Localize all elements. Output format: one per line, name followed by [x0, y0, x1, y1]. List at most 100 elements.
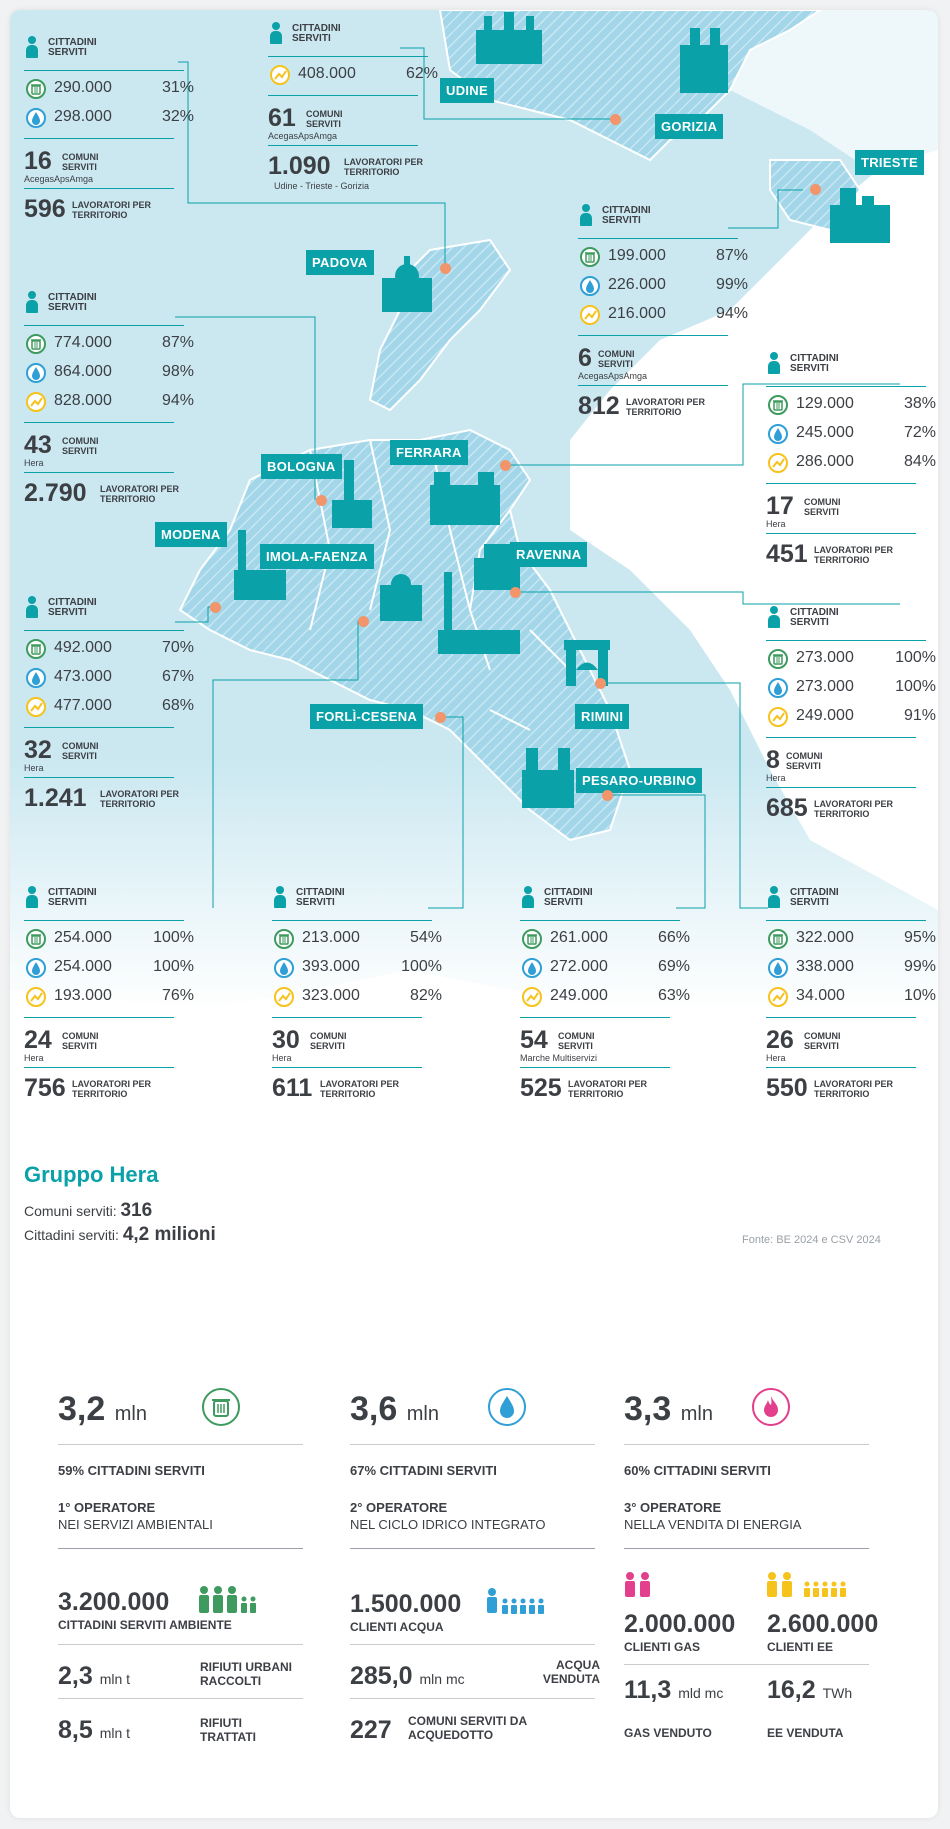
- kpi-acqua-unit: mln: [406, 1403, 439, 1425]
- divider: [766, 920, 926, 921]
- divider: [766, 1017, 916, 1018]
- service-percent: 63%: [657, 987, 690, 1004]
- comuni-label: COMUNI SERVITI: [310, 1031, 347, 1051]
- kpi-energia-rank-desc: NELLA VENDITA DI ENERGIA: [624, 1517, 802, 1532]
- service-value: 322.000: [796, 929, 854, 946]
- water-drop-icon: [522, 958, 542, 978]
- waste-bin-icon: [202, 1388, 240, 1426]
- service-value: 254.000: [54, 929, 112, 946]
- water-drop-icon: [26, 108, 46, 128]
- city-label-ravenna: RAVENNA: [510, 542, 588, 567]
- person-icon: [26, 291, 38, 313]
- source-note: Fonte: BE 2024 e CSV 2024: [742, 1234, 881, 1246]
- map-dot-forli: [435, 712, 446, 723]
- energy-trend-icon: [768, 453, 788, 473]
- city-label-trieste: TRIESTE: [855, 150, 924, 175]
- service-row-water: 272.000 69%: [520, 953, 690, 982]
- cittadini-label: CITTADINI SERVITI: [48, 37, 97, 58]
- service-row-waste: 492.000 70%: [24, 634, 194, 663]
- water-drop-icon: [768, 678, 788, 698]
- energy-trend-icon: [768, 987, 788, 1007]
- cittadini-header: CITTADINI SERVITI: [24, 285, 184, 325]
- comuni-count: 30: [272, 1026, 300, 1054]
- gruppo-comuni-label: Comuni serviti:: [24, 1203, 117, 1219]
- divider: [58, 1644, 303, 1645]
- kpi-acqua-count: 1.500.000: [350, 1590, 462, 1618]
- divider: [766, 533, 916, 534]
- divider: [350, 1548, 595, 1549]
- lavoratori-label: LAVORATORI PER TERRITORIO: [72, 1079, 152, 1099]
- region-block-trieste: CITTADINI SERVITI 199.000 87% 226.000 99…: [578, 198, 748, 419]
- service-percent: 91%: [903, 707, 936, 724]
- lavoratori-count: 611: [272, 1074, 313, 1102]
- service-row-water: 245.000 72%: [766, 419, 936, 448]
- lavoratori-count: 685: [766, 794, 808, 822]
- map-dot-ravenna: [510, 587, 521, 598]
- operator-name: Hera: [24, 1053, 44, 1063]
- map-dot-gorizia: [610, 114, 621, 125]
- divider: [350, 1444, 595, 1445]
- service-value: 492.000: [54, 639, 112, 656]
- service-row-water: 226.000 99%: [578, 271, 748, 300]
- waste-bin-icon: [580, 247, 600, 267]
- service-percent: 66%: [657, 929, 690, 946]
- divider: [58, 1698, 303, 1699]
- kpi-ambiente-m2: 8,5 mln t: [58, 1716, 131, 1744]
- region-block-rimini: CITTADINI SERVITI 322.000 95% 338.000 99…: [766, 880, 936, 1101]
- service-row-waste: 322.000 95%: [766, 924, 936, 953]
- comuni-count: 24: [24, 1026, 52, 1054]
- lavoratori-count: 1.241: [24, 784, 87, 812]
- service-percent: 68%: [161, 697, 194, 714]
- service-value: 249.000: [550, 987, 608, 1004]
- lavoratori-count: 596: [24, 195, 66, 223]
- service-value: 473.000: [54, 668, 112, 685]
- gruppo-cittadini-label: Cittadini serviti:: [24, 1227, 119, 1243]
- cittadini-label: CITTADINI SERVITI: [790, 887, 839, 908]
- waste-bin-icon: [26, 929, 46, 949]
- kpi-energia-rank: 3° OPERATORE: [624, 1500, 722, 1515]
- gruppo-title: Gruppo Hera: [24, 1162, 159, 1187]
- map-dot-ferrara: [500, 460, 511, 471]
- city-label-pesaro: PESARO-URBINO: [576, 768, 703, 793]
- divider: [24, 727, 174, 728]
- kpi-acqua-m2: 227: [350, 1716, 392, 1744]
- cittadini-label: CITTADINI SERVITI: [292, 23, 341, 44]
- gruppo-comuni: Comuni serviti: 316: [24, 1200, 152, 1222]
- cittadini-label: CITTADINI SERVITI: [544, 887, 593, 908]
- kpi-acqua-pct: 67% CITTADINI SERVITI: [350, 1463, 497, 1478]
- service-percent: 94%: [715, 305, 748, 322]
- divider: [24, 188, 174, 189]
- service-percent: 87%: [161, 334, 194, 351]
- energy-trend-icon: [26, 697, 46, 717]
- lavoratori-count: 451: [766, 540, 808, 568]
- kpi-energia-gas-label: CLIENTI GAS: [624, 1640, 701, 1654]
- service-value: 254.000: [54, 958, 112, 975]
- service-value: 226.000: [608, 276, 666, 293]
- kpi-ambiente-big: 3,2 mln: [58, 1390, 147, 1428]
- divider: [624, 1444, 869, 1445]
- operator-name: Hera: [272, 1053, 292, 1063]
- kpi-energia-ee-label: CLIENTI EE: [767, 1640, 834, 1654]
- waste-bin-icon: [522, 929, 542, 949]
- lavoratori-count: 525: [520, 1074, 562, 1102]
- divider: [350, 1698, 595, 1699]
- person-icon: [26, 36, 38, 58]
- cittadini-label: CITTADINI SERVITI: [602, 205, 651, 226]
- people-icons-pink: [624, 1572, 654, 1603]
- divider: [58, 1444, 303, 1445]
- service-row-energy: 828.000 94%: [24, 387, 194, 416]
- kpi-ambiente-m1-label: RIFIUTI URBANI RACCOLTI: [200, 1660, 292, 1688]
- kpi-energia-ee-count: 2.600.000: [767, 1610, 879, 1638]
- service-value: 193.000: [54, 987, 112, 1004]
- rimini-landmark: [564, 640, 610, 686]
- waste-bin-icon: [26, 639, 46, 659]
- kpi-energia-big: 3,3 mln: [624, 1390, 713, 1428]
- service-percent: 32%: [161, 108, 194, 125]
- waste-bin-icon: [768, 649, 788, 669]
- waste-bin-icon: [768, 395, 788, 415]
- person-icon: [26, 886, 38, 908]
- region-block-ravenna: CITTADINI SERVITI 273.000 100% 273.000 1…: [766, 600, 936, 821]
- kpi-ambiente-unit: mln: [114, 1403, 147, 1425]
- service-value: 129.000: [796, 395, 854, 412]
- service-row-water: 254.000 100%: [24, 953, 194, 982]
